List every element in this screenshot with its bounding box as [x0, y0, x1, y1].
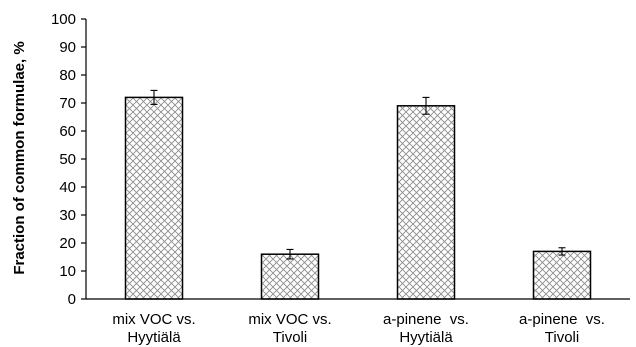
bar: [396, 105, 456, 300]
error-bars: [150, 89, 566, 260]
y-tick-label: 0: [68, 291, 76, 308]
bar: [532, 250, 592, 300]
x-axis: mix VOC vs. Hyytiälä mix VOC vs. Tivoli a-pi…: [112, 311, 605, 346]
y-tick-label: 90: [59, 39, 76, 56]
bar: [124, 96, 184, 300]
y-tick-label: 60: [59, 123, 76, 140]
y-tick-label: 50: [59, 151, 76, 168]
error-bar: [150, 89, 158, 105]
bars: [124, 96, 592, 300]
y-tick-label: 30: [59, 207, 76, 224]
x-tick-label: mix VOC vs. Hyytiälä: [112, 311, 195, 346]
error-bar: [286, 248, 294, 260]
y-tick-label: 40: [59, 179, 76, 196]
y-axis-label: Fraction of common formulae, %: [11, 41, 28, 274]
y-tick-label: 70: [59, 95, 76, 112]
x-tick-label: mix VOC vs. Tivoli: [248, 311, 331, 346]
y-axis: 0 10 20 30 40 50 60 70 80 90 100: [51, 11, 86, 308]
y-tick-label: 10: [59, 263, 76, 280]
error-bar: [422, 96, 430, 115]
x-tick-label: a-pinene vs. Hyytiälä: [383, 311, 469, 346]
y-tick-label: 80: [59, 67, 76, 84]
x-tick-label: a-pinene vs. Tivoli: [519, 311, 605, 346]
y-tick-label: 20: [59, 235, 76, 252]
error-bar: [558, 247, 566, 256]
bar: [260, 253, 320, 300]
y-tick-label: 100: [51, 11, 76, 28]
